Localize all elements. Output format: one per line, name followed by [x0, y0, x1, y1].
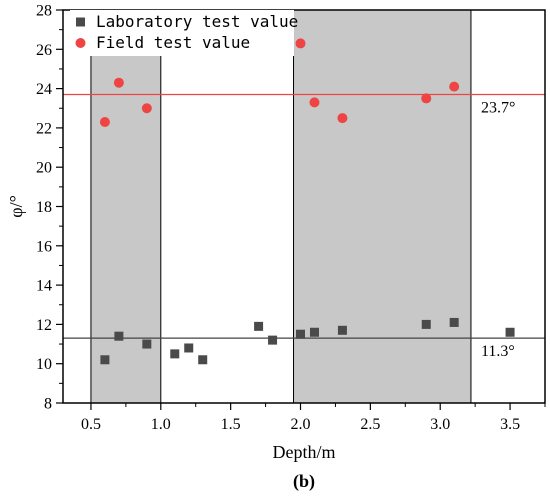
- x-tick-label: 1.0: [151, 416, 171, 433]
- y-tick-label: 12: [36, 317, 52, 334]
- lab-point-13: [449, 317, 459, 327]
- field-point-3: [141, 103, 152, 114]
- lab-point-3: [142, 339, 152, 349]
- x-tick-label: 3.0: [430, 416, 450, 433]
- x-tick-label: 2.0: [291, 416, 311, 433]
- lab-point-14: [505, 327, 515, 337]
- field-point-6: [337, 113, 348, 124]
- reference-line-label-2: 11.3°: [481, 343, 515, 360]
- lab-point-10: [309, 327, 319, 337]
- shaded-band-2: [293, 9, 472, 404]
- x-tick-label: 0.5: [81, 416, 101, 433]
- lab-point-2: [114, 331, 124, 341]
- panel-label-close: ): [309, 471, 315, 492]
- legend-label-1: Laboratory test value: [96, 12, 298, 31]
- panel-label-letter: b: [299, 471, 309, 491]
- legend-marker-lab: [76, 17, 85, 27]
- lab-point-7: [254, 321, 264, 331]
- x-axis-label: Depth/m: [273, 442, 336, 462]
- field-point-1: [99, 117, 110, 128]
- lab-point-12: [421, 319, 431, 329]
- legend-box: [70, 10, 294, 56]
- field-point-8: [449, 81, 460, 92]
- y-axis-ticks: 8 10 12 14 16 18 20 22 24 26 28: [36, 3, 63, 413]
- lab-point-8: [268, 335, 278, 345]
- legend-marker-field: [75, 38, 86, 48]
- y-tick-label: 26: [36, 42, 52, 59]
- field-point-4: [295, 38, 306, 49]
- legend: Laboratory test value Field test value: [70, 10, 298, 56]
- field-point-2: [113, 77, 124, 88]
- lab-point-5: [184, 343, 194, 353]
- y-tick-label: 20: [36, 160, 52, 177]
- reference-line-label-1: 23.7°: [481, 99, 515, 116]
- shaded-band-1: [90, 9, 162, 404]
- lab-point-6: [198, 355, 208, 365]
- legend-label-2: Field test value: [96, 33, 250, 52]
- x-tick-label: 3.5: [500, 416, 520, 433]
- lab-point-1: [100, 355, 110, 365]
- field-point-5: [309, 97, 320, 108]
- x-axis-ticks: 0.5 1.0 1.5 2.0 2.5 3.0 3.5: [81, 403, 546, 433]
- y-tick-label: 22: [36, 120, 52, 137]
- panel-label: (b): [293, 471, 315, 492]
- y-tick-label: 24: [36, 81, 52, 98]
- y-tick-label: 14: [36, 278, 52, 295]
- y-tick-label: 18: [36, 199, 52, 216]
- y-tick-label: 10: [36, 356, 52, 373]
- lab-point-9: [296, 329, 306, 339]
- y-tick-label: 16: [36, 238, 52, 255]
- x-tick-label: 1.5: [221, 416, 241, 433]
- x-tick-label: 2.5: [360, 416, 380, 433]
- panel-label-open: (: [293, 471, 299, 492]
- y-axis-label: φ/°: [6, 195, 26, 218]
- lab-point-4: [170, 349, 180, 359]
- y-tick-label: 8: [44, 396, 52, 413]
- y-tick-label: 28: [36, 3, 52, 20]
- data-points: [99, 38, 515, 365]
- field-point-7: [421, 93, 432, 104]
- lab-point-11: [337, 325, 347, 335]
